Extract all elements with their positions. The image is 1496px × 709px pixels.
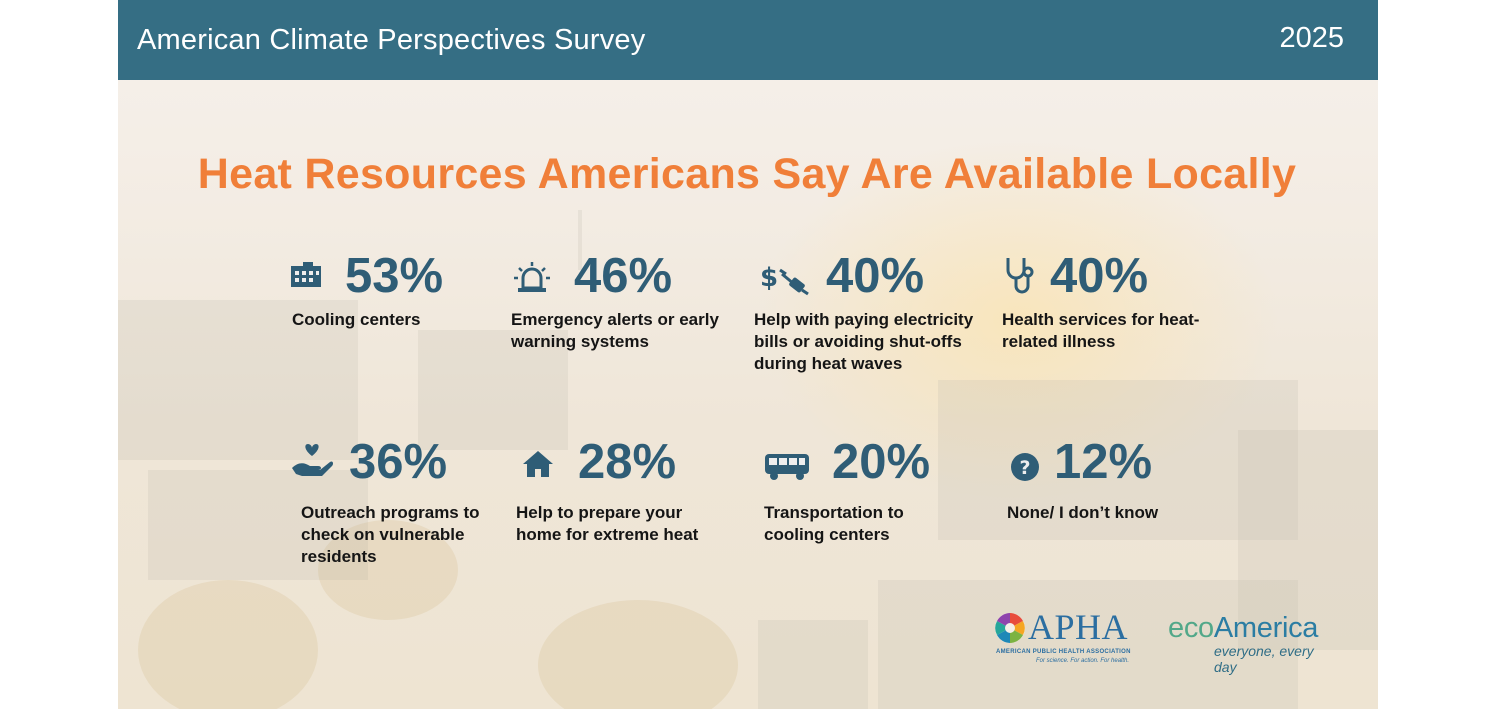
survey-year: 2025 [1279, 22, 1344, 54]
bus-icon [765, 454, 809, 480]
stat-label: Help with paying electricity bills or av… [754, 310, 974, 373]
apha-pinwheel-icon [995, 613, 1025, 643]
svg-text:?: ? [1019, 457, 1030, 479]
stethoscope-icon [1006, 258, 1034, 294]
svg-text:$: $ [760, 263, 778, 293]
infographic-card: American Climate Perspectives Survey 202… [118, 0, 1378, 709]
apha-wordmark: APHA [1028, 607, 1129, 647]
stat-label: Outreach programs to check on vulnerable… [301, 503, 480, 566]
stat-value: 40% [826, 249, 925, 303]
stat-label: Emergency alerts or early warning system… [511, 310, 719, 351]
stat-value: 20% [832, 435, 931, 489]
stat-label: None/ I don’t know [1007, 503, 1159, 522]
hand-heart-icon [292, 444, 334, 476]
dollar-plug-icon: $ [760, 263, 809, 296]
stat-value: 53% [345, 249, 444, 303]
stat-value: 40% [1050, 249, 1149, 303]
stat-value: 12% [1054, 435, 1153, 489]
ecoamerica-wordmark: ecoAmerica [1168, 612, 1319, 644]
ecoamerica-tagline: everyone, every day [1214, 643, 1314, 675]
stat-label: Cooling centers [292, 310, 421, 329]
stat-label: Health services for heat-related illness [1002, 310, 1200, 351]
house-icon [523, 451, 553, 477]
survey-title: American Climate Perspectives Survey [137, 24, 646, 56]
ecoamerica-logo: ecoAmerica everyone, every day [1168, 612, 1338, 675]
apha-tagline: For science. For action. For health. [1036, 658, 1130, 664]
stat-label: Help to prepare your home for extreme he… [516, 503, 699, 544]
apha-logo: APHA AMERICAN PUBLIC HEALTH ASSOCIATION … [994, 607, 1134, 670]
alarm-siren-icon [514, 262, 550, 292]
building-icon [291, 262, 321, 287]
header-bar: American Climate Perspectives Survey 202… [118, 0, 1378, 80]
apha-subtitle: AMERICAN PUBLIC HEALTH ASSOCIATION [996, 649, 1131, 655]
stat-value: 28% [578, 435, 677, 489]
stat-label: Transportation to cooling centers [764, 503, 904, 544]
stat-value: 46% [574, 249, 673, 303]
page-headline: Heat Resources Americans Say Are Availab… [197, 150, 1297, 198]
stat-value: 36% [349, 435, 448, 489]
question-circle-icon: ? [1011, 453, 1039, 481]
